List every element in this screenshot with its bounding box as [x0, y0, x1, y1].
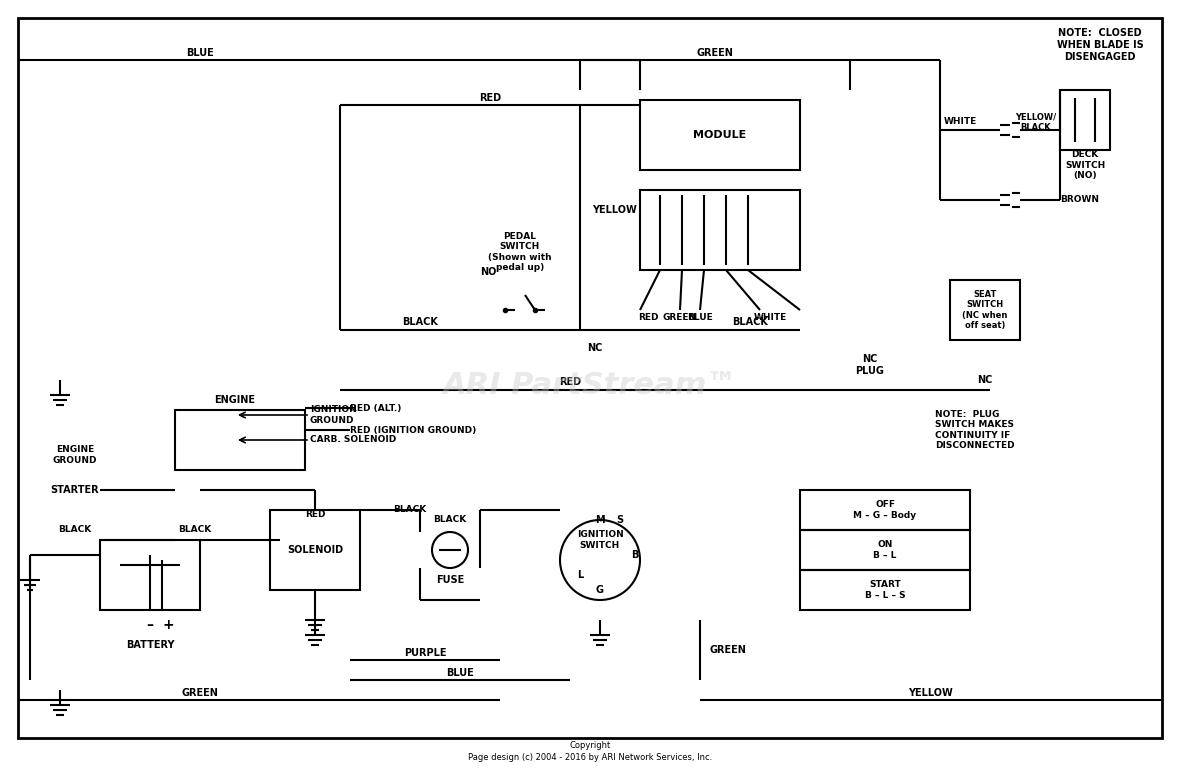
Text: ARI PartStream™: ARI PartStream™ — [442, 371, 738, 400]
Text: RED: RED — [479, 93, 502, 103]
Text: NC
PLUG: NC PLUG — [856, 355, 885, 376]
Text: DECK
SWITCH
(NO): DECK SWITCH (NO) — [1064, 150, 1106, 180]
Bar — [800, 490, 970, 530]
Text: GREEN: GREEN — [710, 645, 747, 655]
Text: B: B — [631, 550, 638, 560]
Text: M: M — [595, 515, 605, 525]
Text: SEAT
SWITCH
(NC when
off seat): SEAT SWITCH (NC when off seat) — [963, 290, 1008, 330]
Text: Page design (c) 2004 - 2016 by ARI Network Services, Inc.: Page design (c) 2004 - 2016 by ARI Netwo… — [468, 754, 712, 763]
Text: NO: NO — [480, 267, 496, 277]
Text: WHITE: WHITE — [753, 314, 787, 322]
Text: ENGINE
GROUND: ENGINE GROUND — [53, 445, 97, 464]
Text: WHITE: WHITE — [943, 118, 977, 126]
Text: BLACK: BLACK — [393, 505, 427, 514]
Text: IGNITION
GROUND: IGNITION GROUND — [310, 405, 356, 424]
Bar — [175, 410, 304, 470]
Text: Copyright: Copyright — [570, 741, 610, 750]
Text: NC: NC — [977, 375, 992, 385]
Text: PURPLE: PURPLE — [404, 648, 446, 658]
Bar — [1060, 90, 1110, 150]
Text: BLUE: BLUE — [186, 48, 214, 58]
Text: SOLENOID: SOLENOID — [287, 545, 343, 555]
Text: NOTE:  PLUG
SWITCH MAKES
CONTINUITY IF
DISCONNECTED: NOTE: PLUG SWITCH MAKES CONTINUITY IF DI… — [935, 410, 1015, 450]
Text: ENGINE: ENGINE — [215, 395, 256, 405]
Text: S: S — [616, 515, 623, 525]
Text: NOTE:  CLOSED
WHEN BLADE IS
DISENGAGED: NOTE: CLOSED WHEN BLADE IS DISENGAGED — [1056, 28, 1143, 62]
Bar — [950, 280, 1020, 340]
Text: FUSE: FUSE — [435, 575, 464, 585]
Text: OFF
M – G – Body: OFF M – G – Body — [853, 501, 917, 520]
Text: +: + — [162, 618, 173, 632]
Bar — [640, 100, 800, 170]
Text: START
B – L – S: START B – L – S — [865, 581, 905, 600]
Text: BROWN: BROWN — [1060, 195, 1099, 205]
Bar — [800, 570, 970, 610]
Text: BLACK: BLACK — [402, 317, 438, 327]
Text: ON
B – L: ON B – L — [873, 541, 897, 560]
Text: YELLOW: YELLOW — [907, 688, 952, 698]
Text: BLACK: BLACK — [732, 317, 768, 327]
Text: GREEN: GREEN — [663, 314, 697, 322]
Text: STARTER: STARTER — [51, 485, 99, 495]
Text: L: L — [577, 570, 583, 580]
Text: BLACK: BLACK — [433, 515, 466, 524]
Text: BLACK: BLACK — [178, 525, 211, 534]
Bar — [800, 530, 970, 570]
Text: RED (ALT.): RED (ALT.) — [350, 404, 401, 412]
Text: BLUE: BLUE — [446, 668, 474, 678]
Text: RED: RED — [637, 314, 658, 322]
Text: RED: RED — [559, 377, 581, 387]
Bar — [100, 540, 199, 610]
Text: G: G — [596, 585, 604, 595]
Text: GREEN: GREEN — [182, 688, 218, 698]
Text: BLACK: BLACK — [58, 525, 92, 534]
Text: BLUE: BLUE — [687, 314, 713, 322]
Text: RED (IGNITION GROUND): RED (IGNITION GROUND) — [350, 425, 477, 434]
Text: NC: NC — [588, 343, 603, 353]
Text: GREEN: GREEN — [696, 48, 734, 58]
Bar — [640, 190, 800, 270]
Text: YELLOW: YELLOW — [592, 205, 637, 215]
Text: CARB. SOLENOID: CARB. SOLENOID — [310, 435, 396, 444]
Text: YELLOW/
BLACK: YELLOW/ BLACK — [1016, 112, 1056, 131]
Text: –: – — [146, 618, 153, 632]
Text: MODULE: MODULE — [694, 130, 747, 140]
Text: RED: RED — [304, 510, 326, 519]
Text: IGNITION
SWITCH: IGNITION SWITCH — [577, 531, 623, 550]
Text: PEDAL
SWITCH
(Shown with
pedal up): PEDAL SWITCH (Shown with pedal up) — [489, 232, 552, 272]
Text: BATTERY: BATTERY — [126, 640, 175, 650]
Bar — [270, 510, 360, 590]
